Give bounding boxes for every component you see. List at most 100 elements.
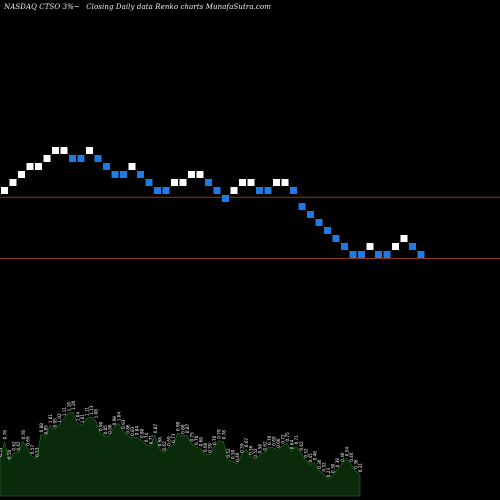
renko-brick-down [417,251,425,258]
volume-label: 0.69 [167,436,172,446]
renko-brick-up [18,171,25,178]
volume-label: 0.62 [262,441,267,451]
renko-brick-up [52,147,59,154]
volume-label: 1.20 [71,400,76,410]
volume-label: 0.68 [157,437,162,447]
volume-label: 1.11 [85,407,90,417]
renko-brick-down [222,195,229,202]
renko-brick-up [196,171,204,178]
renko-brick-down [409,243,416,250]
volume-label: 0.46 [235,452,240,462]
renko-brick-up [281,179,289,186]
volume-label: 0.98 [112,416,117,426]
renko-brick-up [26,163,34,170]
volume-label: 0.90 [98,421,103,431]
renko-brick-down [137,171,144,178]
volume-label: 0.75 [189,432,194,442]
volume-label: 0.31 [358,463,363,473]
volume-label: 0.24 [326,468,331,478]
renko-brick-down [77,155,85,162]
volume-label: 0.62 [299,441,304,451]
volume-label: 0.71 [294,435,299,445]
volume-label: 0.88 [39,423,44,433]
renko-brick-down [375,251,382,258]
volume-label: 0.66 [276,438,281,448]
volume-label: 0.68 [199,437,204,447]
renko-brick-down [383,251,391,258]
reference-lines [0,196,500,259]
renko-brick-down [332,235,340,242]
volume-labels: 0.530.780.500.62 0.620.780.690.57 0.530.88… [0,400,363,477]
renko-brick-down [205,179,212,186]
volume-label: 0.36 [353,459,358,469]
volume-label: 0.70 [212,435,217,445]
volume-label: 0.52 [303,448,308,458]
renko-brick-down [213,187,221,194]
volume-label: 0.62 [16,441,21,451]
volume-label: 0.56 [249,445,254,455]
volume-area [0,411,361,497]
volume-label: 0.72 [281,434,286,444]
volume-label: 0.70 [267,435,272,445]
chart-header: NASDAQ CTSO 3%~ Closing Daily data Renko… [4,3,275,11]
volume-label: 0.54 [344,447,349,457]
volume-label: 1.04 [116,412,121,422]
renko-brick-up [366,243,374,250]
volume-label: 0.86 [107,424,112,434]
volume-label: 0.62 [162,441,167,451]
renko-brick-down [315,219,323,226]
volume-label: 0.85 [44,425,49,435]
volume-label: 0.46 [349,452,354,462]
volume-label: 0.60 [203,442,208,452]
renko-brick-up [230,187,238,194]
volume-label: 1.11 [62,407,67,417]
volume-label: 1.01 [80,414,85,424]
volume-label: 0.32 [322,462,327,472]
renko-brick-down [256,187,263,194]
volume-label: 1.18 [66,402,71,412]
renko-brick-up [171,179,178,186]
renko-brick-up [247,179,255,186]
renko-brick-down [120,171,127,178]
renko-brick-down [69,155,76,162]
volume-label: 1.02 [57,413,62,423]
renko-brick-up [86,147,93,154]
renko-brick-down [145,179,153,186]
volume-label: 0.50 [7,449,12,459]
symbol-label: NASDAQ CTSO 3%~ [4,3,80,11]
volume-fill [0,411,361,497]
volume-label: 0.52 [226,448,231,458]
renko-brick-down [341,243,348,250]
volume-label: 0.62 [12,441,17,451]
renko-brick-down [154,187,161,194]
volume-label: 0.95 [53,418,58,428]
renko-brick-up [128,163,136,170]
volume-label: 0.30 [331,463,336,473]
volume-label: 0.46 [340,452,345,462]
volume-label: 0.80 [139,428,144,438]
volume-label: 0.50 [230,449,235,459]
renko-brick-down [349,251,357,258]
volume-label: 0.45 [308,453,313,463]
volume-label: 0.53 [0,447,3,457]
renko-brick-up [273,179,280,186]
volume-label: 0.93 [121,419,126,429]
renko-brick-up [400,235,408,242]
volume-label: 0.36 [317,459,322,469]
volume-label: 0.52 [253,448,258,458]
renko-brick-up [43,155,51,162]
renko-brick-down [264,187,272,194]
volume-label: 0.59 [240,443,245,453]
volume-label: 0.78 [3,430,8,440]
renko-brick-down [298,203,306,210]
volume-label: 1.13 [89,405,94,415]
renko-brick-up [392,243,399,250]
volume-label: 0.53 [34,447,39,457]
renko-brick-down [324,227,331,234]
volume-label: 0.75 [285,432,290,442]
renko-brick-down [111,171,119,178]
volume-label: 0.86 [180,424,185,434]
renko-brick-down [103,163,110,170]
volume-label: 1.01 [48,414,53,424]
